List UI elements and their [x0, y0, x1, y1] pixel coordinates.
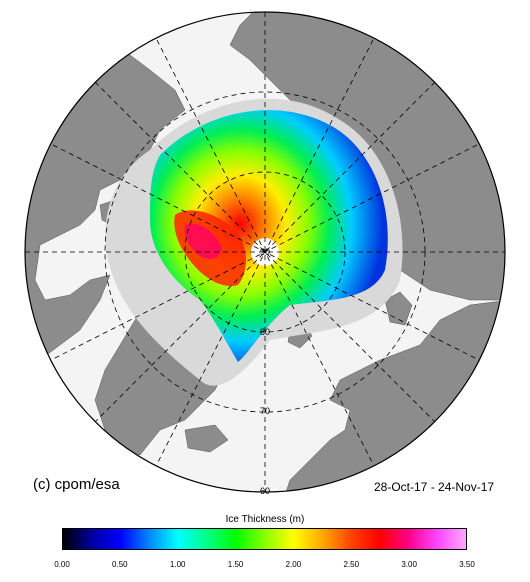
- ice-thickness-field: [150, 110, 388, 363]
- colorbar-tick: 3.00: [401, 560, 417, 569]
- colorbar-tick: 2.00: [285, 560, 302, 569]
- colorbar-tick: 3.50: [459, 560, 475, 569]
- colorbar-tick: 0.00: [54, 560, 70, 569]
- colorbar-tick: 0.50: [112, 560, 128, 569]
- graticule: [25, 12, 505, 492]
- colorbar-tick: 2.50: [343, 560, 360, 569]
- arctic-map: 90 80 70 60: [24, 11, 506, 496]
- thickest-ice-region: [184, 223, 222, 260]
- latitude-label-80: 80: [260, 327, 270, 337]
- map-border: [24, 11, 506, 493]
- colorbar-tick: 1.50: [227, 560, 244, 569]
- credit-text: (c) cpom/esa: [33, 476, 120, 493]
- colorbar-tick: 1.00: [169, 560, 186, 569]
- latitude-label-60: 60: [260, 486, 270, 496]
- date-range: 28-Oct-17 - 24-Nov-17: [374, 480, 495, 494]
- colorbar-title: Ice Thickness (m): [225, 514, 305, 525]
- latitude-label-90: 90: [260, 247, 270, 257]
- colorbar: [62, 528, 467, 550]
- latitude-label-70: 70: [260, 406, 270, 416]
